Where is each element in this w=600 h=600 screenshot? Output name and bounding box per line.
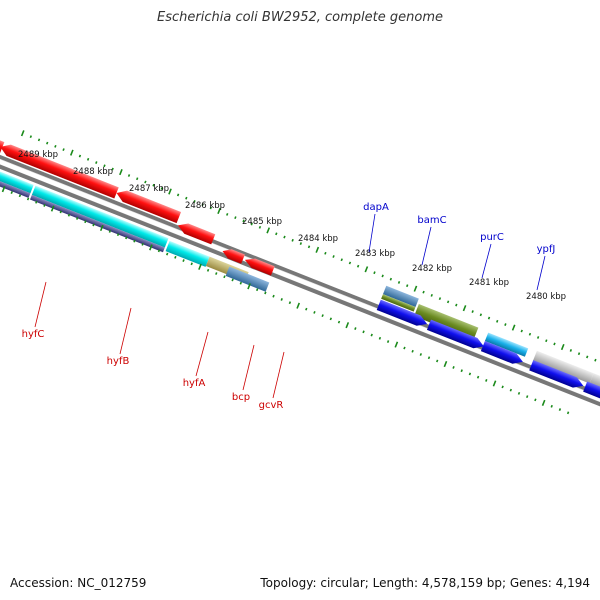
scale-label-kbp: 2483 kbp bbox=[355, 249, 395, 259]
gene-arrow bbox=[480, 340, 523, 364]
gene-label-hyfA: hyfA bbox=[183, 378, 206, 389]
genome-backbone bbox=[0, 56, 600, 511]
scale-label-kbp: 2481 kbp bbox=[469, 278, 509, 288]
gene-arrow bbox=[376, 299, 428, 326]
leader-line bbox=[421, 226, 432, 266]
gene-arrow bbox=[116, 190, 182, 224]
gene-box bbox=[31, 185, 169, 248]
gene-arrow bbox=[583, 381, 600, 427]
gene-arrow bbox=[244, 258, 275, 276]
scale-label-kbp: 2486 kbp bbox=[185, 201, 225, 211]
gene-arrow bbox=[222, 249, 245, 264]
gene-box bbox=[484, 332, 529, 357]
gene-box bbox=[414, 304, 479, 340]
map-title: Escherichia coli BW2952, complete genome bbox=[157, 10, 443, 25]
gene-label-purC: purC bbox=[480, 232, 504, 243]
reverse-strand-genes bbox=[0, 125, 275, 292]
gene-label-ypfJ: ypfJ bbox=[537, 244, 556, 255]
leader-line bbox=[195, 331, 209, 377]
accession-text: Accession: NC_012759 bbox=[10, 576, 147, 590]
scale-label-kbp: 2482 kbp bbox=[412, 264, 452, 274]
topology-text: Topology: circular; Length: 4,578,159 bp… bbox=[260, 576, 590, 590]
scale-label-kbp: 2489 kbp bbox=[18, 150, 58, 160]
gene-label-hyfC: hyfC bbox=[22, 329, 45, 340]
scale-label-kbp: 2480 kbp bbox=[526, 292, 566, 302]
leader-line bbox=[481, 243, 492, 279]
gene-label-hyfB: hyfB bbox=[107, 356, 130, 367]
gene-box bbox=[382, 285, 419, 308]
scale-label-kbp: 2485 kbp bbox=[242, 217, 282, 227]
gene-label-bcp: bcp bbox=[232, 392, 250, 403]
leader-line bbox=[242, 344, 255, 391]
scale-label-kbp: 2487 kbp bbox=[129, 184, 169, 194]
labels-layer: 2489 kbp 2488 kbp 2487 kbp 2486 kbp 2485 kbp… bbox=[18, 150, 566, 411]
gene-box bbox=[165, 240, 210, 267]
leader-line bbox=[368, 213, 376, 253]
gene-arrow bbox=[0, 144, 119, 199]
gene-box bbox=[225, 266, 270, 292]
gene-box bbox=[30, 194, 165, 253]
leader-line bbox=[272, 351, 285, 399]
scale-label-kbp: 2484 kbp bbox=[298, 234, 338, 244]
gene-arrow bbox=[529, 360, 584, 388]
gene-label-gcvR: gcvR bbox=[259, 400, 284, 411]
gene-box bbox=[381, 294, 416, 312]
leader-line bbox=[536, 255, 546, 291]
gene-arrow bbox=[177, 223, 216, 245]
scale-ticks bbox=[1, 130, 597, 415]
leader-line bbox=[34, 281, 47, 328]
scale-label-kbp: 2488 kbp bbox=[73, 167, 113, 177]
leader-line bbox=[119, 307, 132, 355]
gene-label-bamC: bamC bbox=[417, 215, 446, 226]
gene-box bbox=[532, 350, 594, 384]
gene-arrow bbox=[426, 319, 484, 349]
gene-label-dapA: dapA bbox=[363, 202, 389, 213]
forward-strand-genes bbox=[0, 120, 600, 427]
